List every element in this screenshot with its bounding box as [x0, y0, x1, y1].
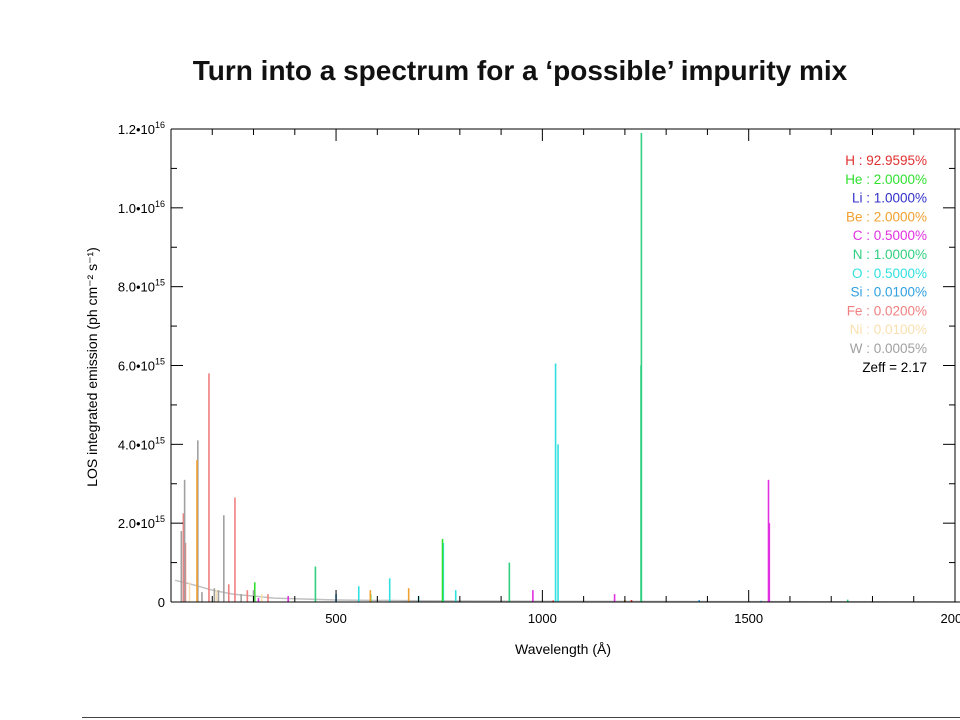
slide-title: Turn into a spectrum for a ‘possible’ im… [192, 55, 848, 86]
legend: H : 92.9595% He : 2.0000% Li : 1.0000% Be :… [845, 153, 927, 375]
series-he [253, 538, 444, 602]
y-tick-label: 1.2•1016 [118, 120, 165, 137]
baseline-w [174, 579, 955, 602]
footer-rule [82, 717, 960, 718]
legend-entry-li: Li : 1.0000% [852, 191, 927, 206]
series-be [196, 460, 626, 602]
x-tick-label: 2000 [941, 611, 960, 626]
x-tick-label: 1500 [734, 611, 763, 626]
legend-entry-w: W : 0.0005% [850, 341, 927, 356]
legend-entry-si: Si : 0.0100% [850, 285, 927, 300]
y-tick-label: 1.0•1016 [118, 199, 165, 216]
series-w [180, 440, 255, 602]
x-axis-label: Wavelength (Å) [515, 641, 611, 657]
zeff-annotation: Zeff = 2.17 [862, 360, 927, 375]
legend-entry-o: O : 0.5000% [852, 266, 927, 281]
y-tick-label: 6.0•1015 [118, 357, 165, 374]
legend-entry-h: H : 92.9595% [845, 153, 927, 168]
series-ni [188, 582, 263, 602]
legend-entry-be: Be : 2.0000% [846, 209, 927, 224]
y-tick-label: 2.0•1015 [118, 514, 165, 531]
legend-entry-he: He : 2.0000% [845, 172, 927, 187]
series-fe [182, 373, 269, 602]
series-group [174, 132, 955, 602]
y-tick-label: 0 [158, 595, 165, 610]
y-tick-label: 4.0•1015 [118, 435, 165, 452]
legend-entry-n: N : 1.0000% [853, 247, 927, 262]
series-c [257, 479, 771, 602]
x-tick-label: 1000 [528, 611, 557, 626]
x-tick-label: 500 [325, 611, 347, 626]
series-o [357, 363, 559, 602]
y-tick-label: 8.0•1015 [118, 278, 165, 295]
y-axis-label: LOS integrated emission (ph cm⁻² s⁻¹) [84, 247, 100, 487]
series-n [314, 132, 849, 602]
legend-entry-ni: Ni : 0.0100% [850, 322, 927, 337]
legend-entry-c: C : 0.5000% [853, 228, 927, 243]
legend-entry-fe: Fe : 0.0200% [847, 303, 927, 318]
